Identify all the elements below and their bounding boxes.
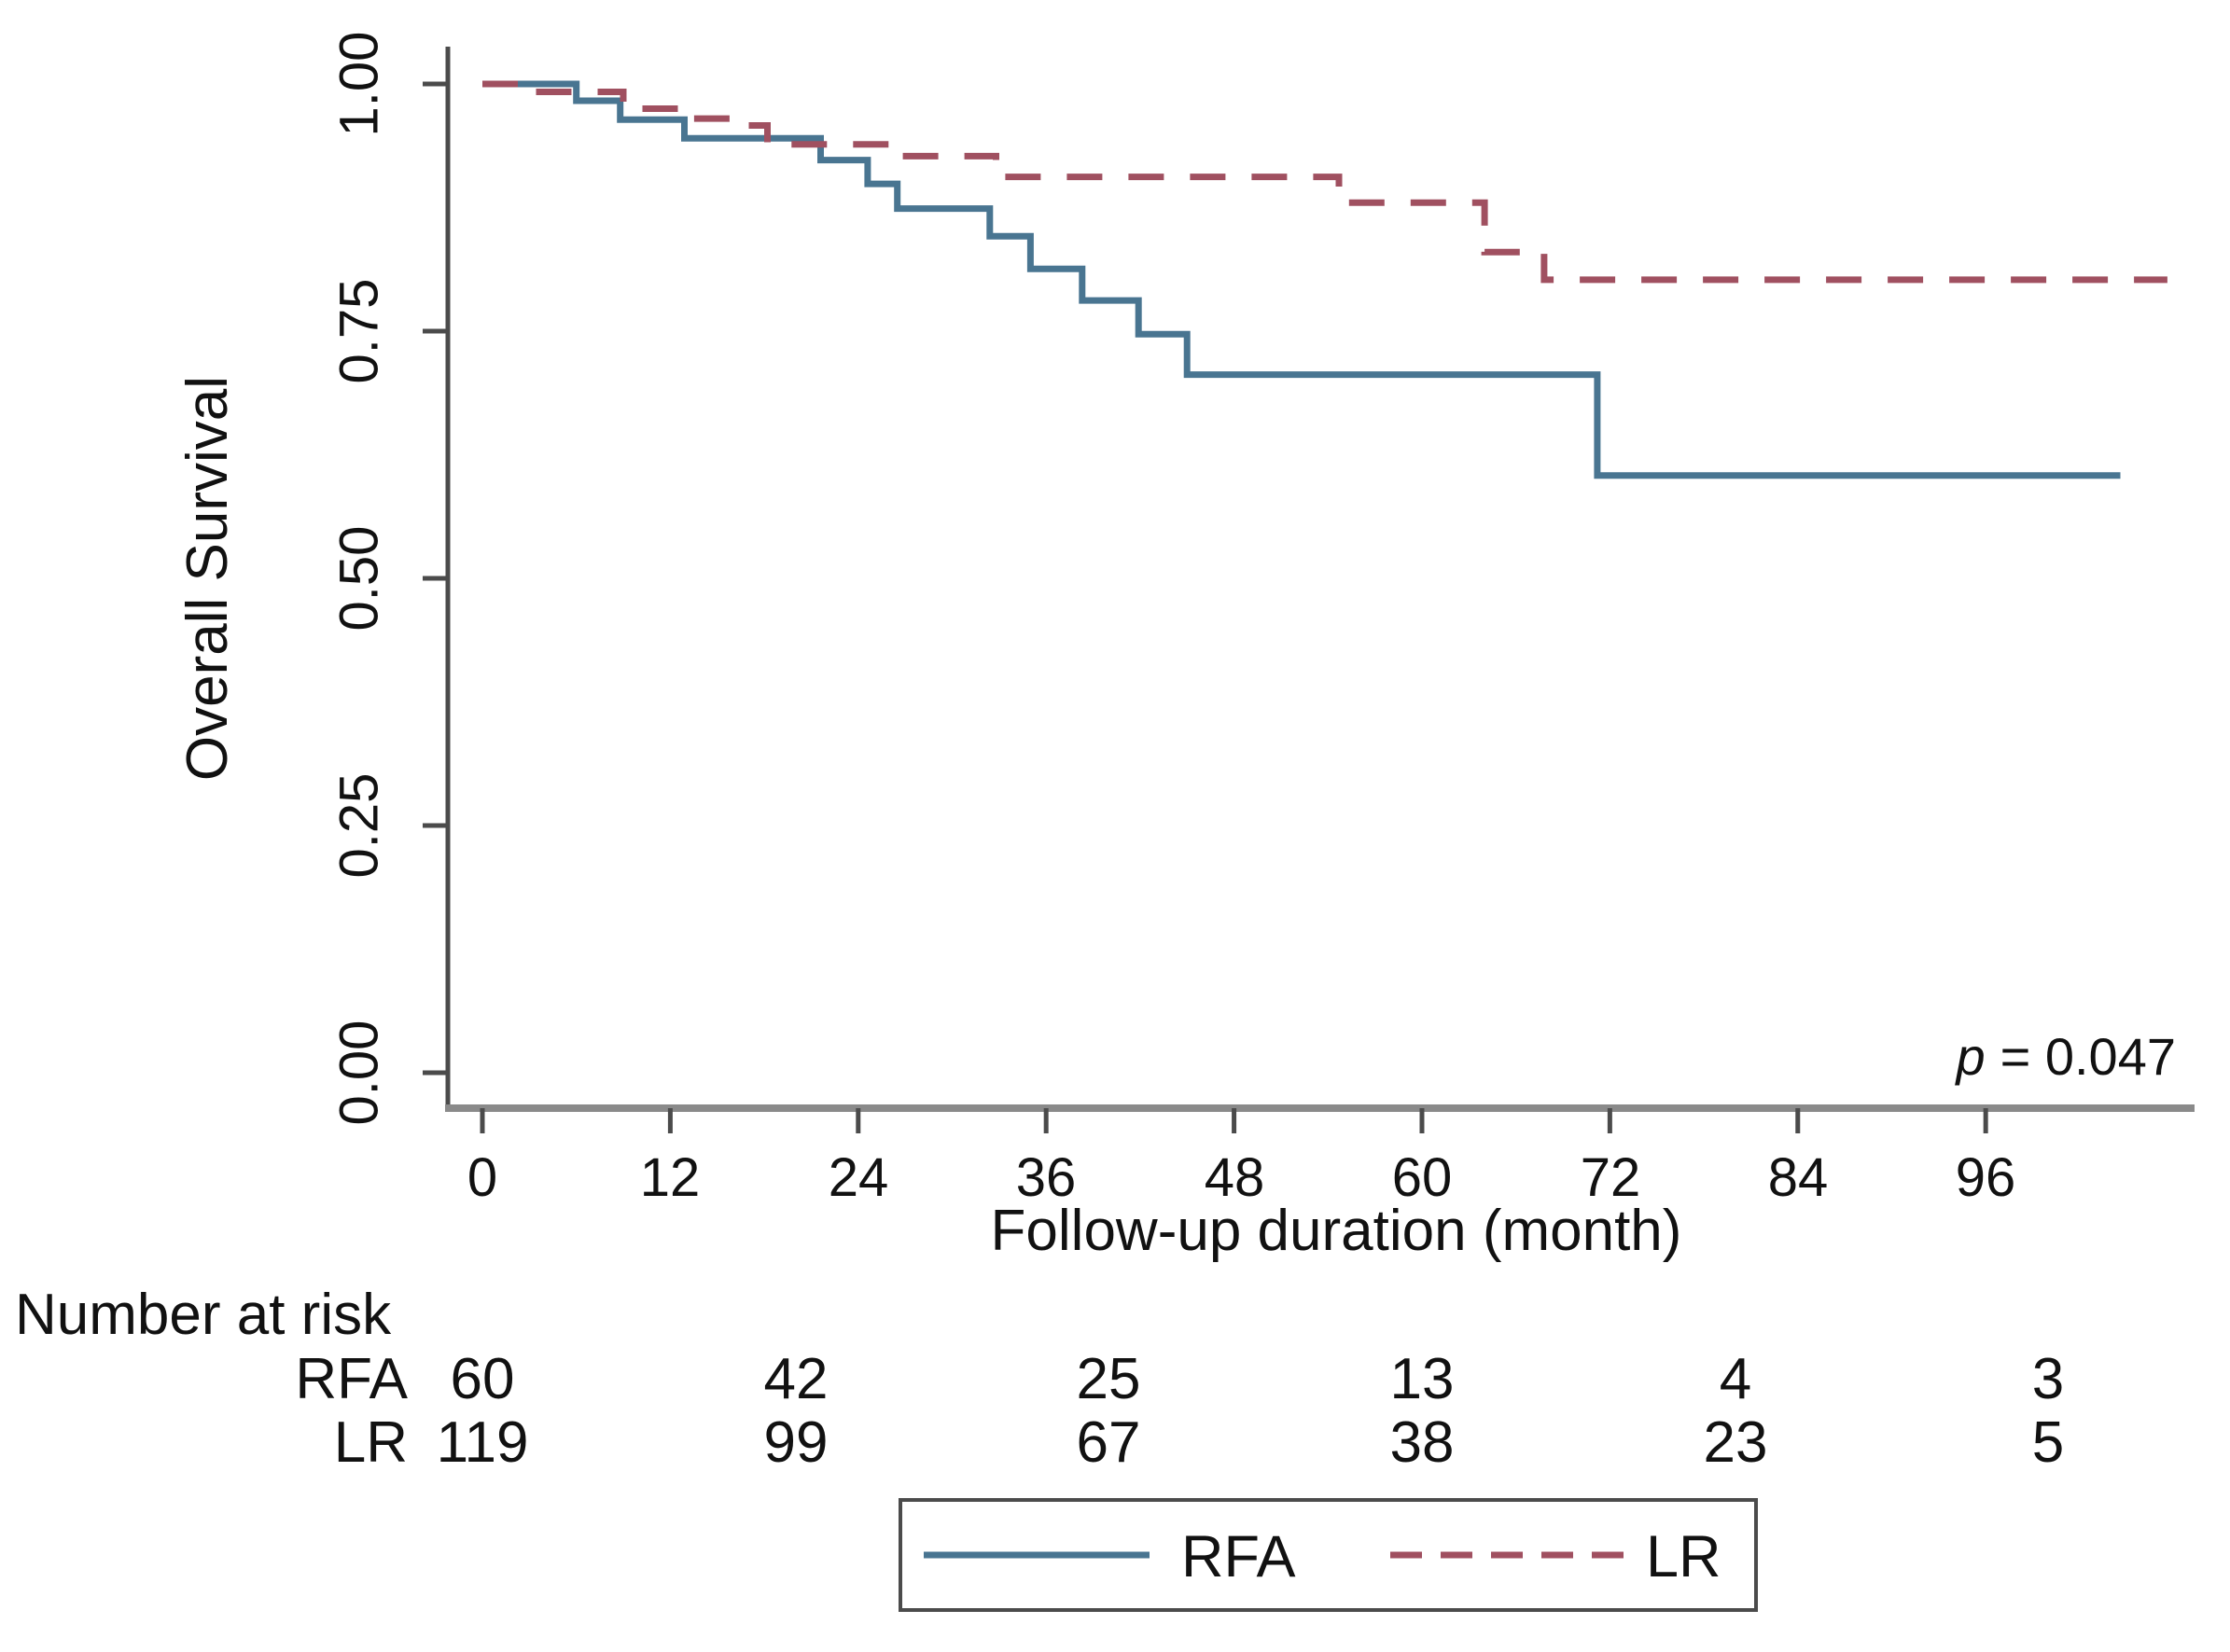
x-tick-label-12: 12 bbox=[640, 1147, 701, 1208]
x-tick-label-48: 48 bbox=[1205, 1147, 1265, 1208]
x-tick-label-96: 96 bbox=[1956, 1147, 2016, 1208]
p-value-symbol: p bbox=[1954, 1027, 1985, 1086]
risk-lr-t40: 67 bbox=[1077, 1410, 1141, 1475]
risk-rfa-t80: 4 bbox=[1720, 1347, 1751, 1411]
x-tick-label-0: 0 bbox=[467, 1147, 497, 1208]
x-tick-label-84: 84 bbox=[1768, 1147, 1829, 1208]
x-axis-title: Follow-up duration (month) bbox=[991, 1199, 1682, 1263]
risk-lr-t60: 38 bbox=[1390, 1410, 1455, 1475]
x-tick-label-72: 72 bbox=[1581, 1147, 1641, 1208]
risk-rfa-t100: 3 bbox=[2032, 1347, 2064, 1411]
legend-label-lr: LR bbox=[1646, 1524, 1721, 1590]
y-axis-title: Overall Survival bbox=[175, 376, 240, 781]
number-at-risk-header: Number at risk bbox=[15, 1283, 392, 1347]
y-tick-marks bbox=[423, 81, 448, 1076]
risk-row-label-rfa: RFA bbox=[295, 1347, 408, 1411]
legend-label-rfa: RFA bbox=[1181, 1524, 1296, 1590]
risk-rfa-t60: 13 bbox=[1390, 1347, 1455, 1411]
risk-lr-t100: 5 bbox=[2032, 1410, 2064, 1475]
survival-curves bbox=[482, 80, 2167, 479]
x-tick-marks bbox=[480, 1108, 1988, 1133]
x-tick-label-36: 36 bbox=[1016, 1147, 1077, 1208]
y-tick-label-0.50: 0.50 bbox=[329, 526, 390, 632]
risk-lr-t80: 23 bbox=[1704, 1410, 1768, 1475]
risk-lr-t20: 99 bbox=[764, 1410, 829, 1475]
risk-rfa-t0: 60 bbox=[451, 1347, 515, 1411]
y-tick-label-1.00: 1.00 bbox=[329, 32, 390, 137]
risk-rfa-t40: 25 bbox=[1077, 1347, 1141, 1411]
x-tick-labels: 0 12 24 36 48 60 72 84 96 bbox=[467, 1147, 2015, 1208]
curve-rfa bbox=[482, 80, 2121, 479]
risk-row-label-lr: LR bbox=[334, 1410, 408, 1475]
x-tick-label-60: 60 bbox=[1392, 1147, 1453, 1208]
y-tick-labels: 1.00 0.75 0.50 0.25 0.00 bbox=[329, 32, 390, 1126]
y-tick-label-0.00: 0.00 bbox=[329, 1020, 390, 1126]
p-value-annotation: p = 0.047 bbox=[1954, 1027, 2176, 1086]
risk-rfa-t20: 42 bbox=[764, 1347, 829, 1411]
risk-lr-t0: 119 bbox=[437, 1410, 529, 1475]
number-at-risk-table: Number at risk RFA 60 42 25 13 4 3 LR 11… bbox=[15, 1283, 2064, 1475]
legend: RFA LR bbox=[899, 1498, 1758, 1612]
x-tick-label-24: 24 bbox=[829, 1147, 889, 1208]
p-value-suffix: = 0.047 bbox=[2000, 1027, 2176, 1086]
curve-lr bbox=[482, 80, 2167, 284]
y-tick-label-0.25: 0.25 bbox=[329, 773, 390, 879]
y-tick-label-0.75: 0.75 bbox=[329, 279, 390, 384]
